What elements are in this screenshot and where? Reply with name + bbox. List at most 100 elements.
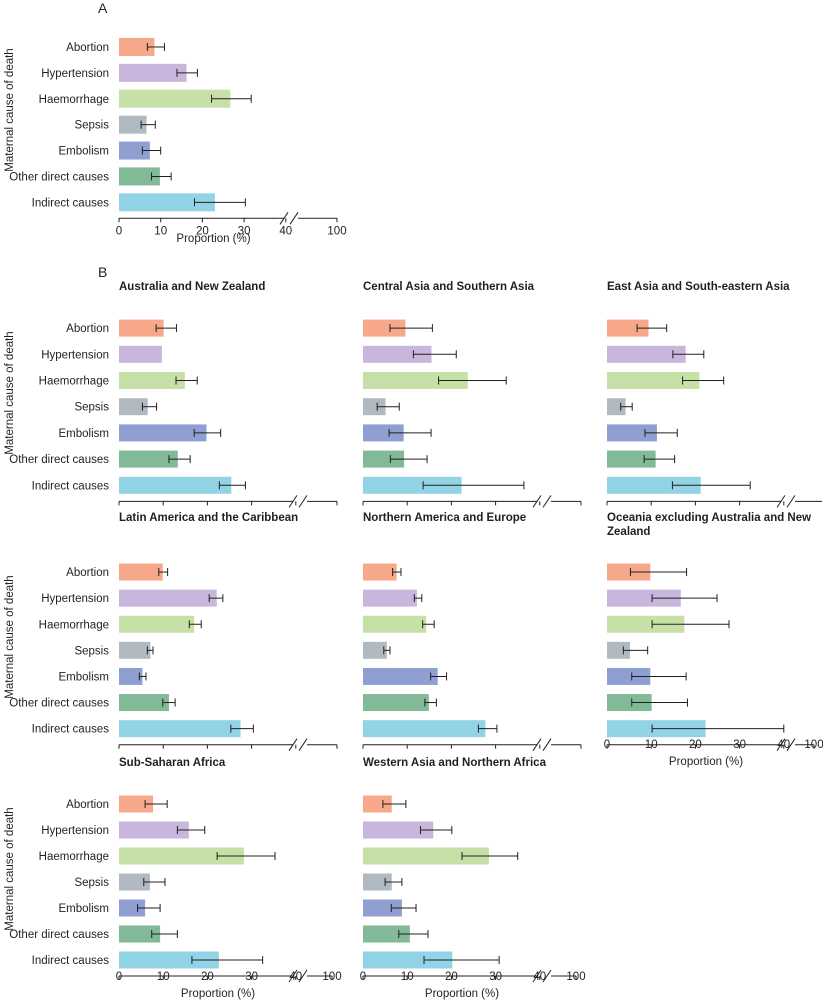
axis-break-mark — [298, 738, 308, 751]
category-label: Hypertension — [41, 593, 109, 605]
error-bar-abortion — [636, 324, 668, 333]
error-bar-embolism — [137, 904, 161, 912]
error-bar-other-direct-causes — [424, 698, 437, 707]
bar-indirect-causes — [607, 476, 701, 494]
bar-haemorrhage — [363, 372, 468, 389]
bar-embolism — [119, 424, 207, 442]
bar-indirect-causes — [119, 720, 241, 738]
axis-break-mark — [542, 969, 552, 983]
error-bar-haemorrhage — [438, 376, 507, 385]
error-bar-sepsis — [140, 120, 156, 129]
error-bar-abortion — [144, 800, 168, 808]
chart-easea: East Asia and South-eastern Asia — [606, 281, 822, 508]
axis-break-mark — [288, 738, 298, 751]
bar-haemorrhage — [607, 372, 700, 389]
x-tick-label: 10 — [645, 739, 658, 751]
chart-title: East Asia and South-eastern Asia — [607, 281, 790, 293]
bar-hypertension — [363, 345, 432, 363]
error-bar-indirect-causes — [671, 481, 751, 490]
bar-hypertension — [363, 589, 417, 607]
error-bar-other-direct-causes — [643, 455, 676, 464]
x-tick-label: 20 — [201, 971, 214, 983]
bar-sepsis — [363, 641, 387, 659]
bar-embolism — [119, 899, 146, 917]
x-axis — [119, 969, 332, 983]
category-label: Abortion — [66, 323, 109, 335]
bar-abortion — [119, 795, 154, 813]
error-bar-embolism — [644, 428, 678, 437]
chart-name: Northern America and Europe — [362, 512, 582, 751]
error-bar-hypertension — [651, 594, 718, 603]
error-bar-sepsis — [384, 878, 403, 886]
error-bar-abortion — [146, 42, 165, 51]
x-tick-label: 20 — [445, 971, 458, 983]
bar-abortion — [119, 563, 163, 581]
x-tick-label: 40 — [777, 739, 790, 751]
chart-oceania: Oceania excluding Australia and New Zeala… — [604, 512, 823, 768]
x-tick-label: 30 — [238, 225, 251, 237]
category-label: Hypertension — [41, 349, 109, 361]
error-bar-embolism — [388, 428, 432, 437]
category-label: Other direct causes — [9, 929, 109, 941]
bar-embolism — [607, 424, 657, 442]
bar-indirect-causes — [119, 951, 219, 969]
bar-other-direct-causes — [119, 694, 169, 712]
bar-sepsis — [607, 398, 626, 416]
x-tick-label: 10 — [401, 971, 414, 983]
bar-hypertension — [119, 821, 189, 839]
x-tick-label: 40 — [279, 225, 292, 237]
bar-hypertension — [119, 63, 187, 82]
error-bar-haemorrhage — [682, 376, 725, 385]
bar-sepsis — [119, 873, 150, 891]
bar-embolism — [363, 424, 404, 442]
bar-abortion — [119, 37, 155, 56]
error-bar-abortion — [155, 324, 177, 333]
error-bar-sepsis — [383, 646, 391, 655]
bar-other-direct-causes — [363, 450, 405, 468]
category-label: Sepsis — [74, 645, 109, 657]
error-bar-hypertension — [176, 68, 198, 77]
category-label: Other direct causes — [9, 454, 109, 466]
category-label: Indirect causes — [32, 955, 110, 967]
error-bar-haemorrhage — [175, 376, 198, 385]
bar-haemorrhage — [119, 615, 195, 633]
error-bar-abortion — [382, 800, 407, 808]
error-bar-other-direct-causes — [389, 455, 428, 464]
category-label: Hypertension — [41, 68, 109, 80]
bar-embolism — [607, 667, 651, 685]
x-tick-label: 100 — [804, 739, 823, 751]
category-label: Indirect causes — [32, 480, 110, 492]
error-bar-embolism — [141, 146, 162, 155]
bar-indirect-causes — [119, 193, 215, 212]
x-tick-label: 0 — [360, 971, 366, 983]
error-bar-indirect-causes — [651, 724, 785, 733]
x-tick-label: 30 — [733, 739, 746, 751]
chart-title: Central Asia and Southern Asia — [363, 281, 535, 293]
bar-hypertension — [119, 345, 162, 363]
axis-break-mark — [532, 738, 542, 751]
error-bar-indirect-causes — [423, 956, 500, 964]
error-bar-haemorrhage — [422, 620, 435, 629]
error-bar-sepsis — [620, 402, 633, 411]
x-tick-label: 20 — [689, 739, 702, 751]
bar-other-direct-causes — [607, 694, 652, 712]
error-bar-other-direct-causes — [151, 172, 172, 181]
x-tick-label: 40 — [533, 971, 546, 983]
error-bar-sepsis — [146, 646, 154, 655]
panel-a-letter: A — [98, 0, 108, 16]
bar-indirect-causes — [363, 951, 453, 969]
axis-break-mark — [298, 495, 308, 508]
chart-title: Western Asia and Northern Africa — [363, 757, 547, 769]
error-bar-sepsis — [143, 878, 166, 886]
x-axis — [363, 969, 576, 983]
category-label: Haemorrhage — [39, 619, 109, 631]
bar-sepsis — [363, 873, 392, 891]
error-bar-other-direct-causes — [162, 698, 176, 707]
bar-haemorrhage — [363, 847, 489, 865]
bar-other-direct-causes — [119, 167, 160, 186]
chart-title: Latin America and the Caribbean — [119, 512, 298, 524]
category-label: Other direct causes — [9, 698, 109, 710]
axis-break-mark — [288, 969, 298, 983]
bar-haemorrhage — [119, 847, 245, 865]
x-tick-label: 30 — [489, 971, 502, 983]
